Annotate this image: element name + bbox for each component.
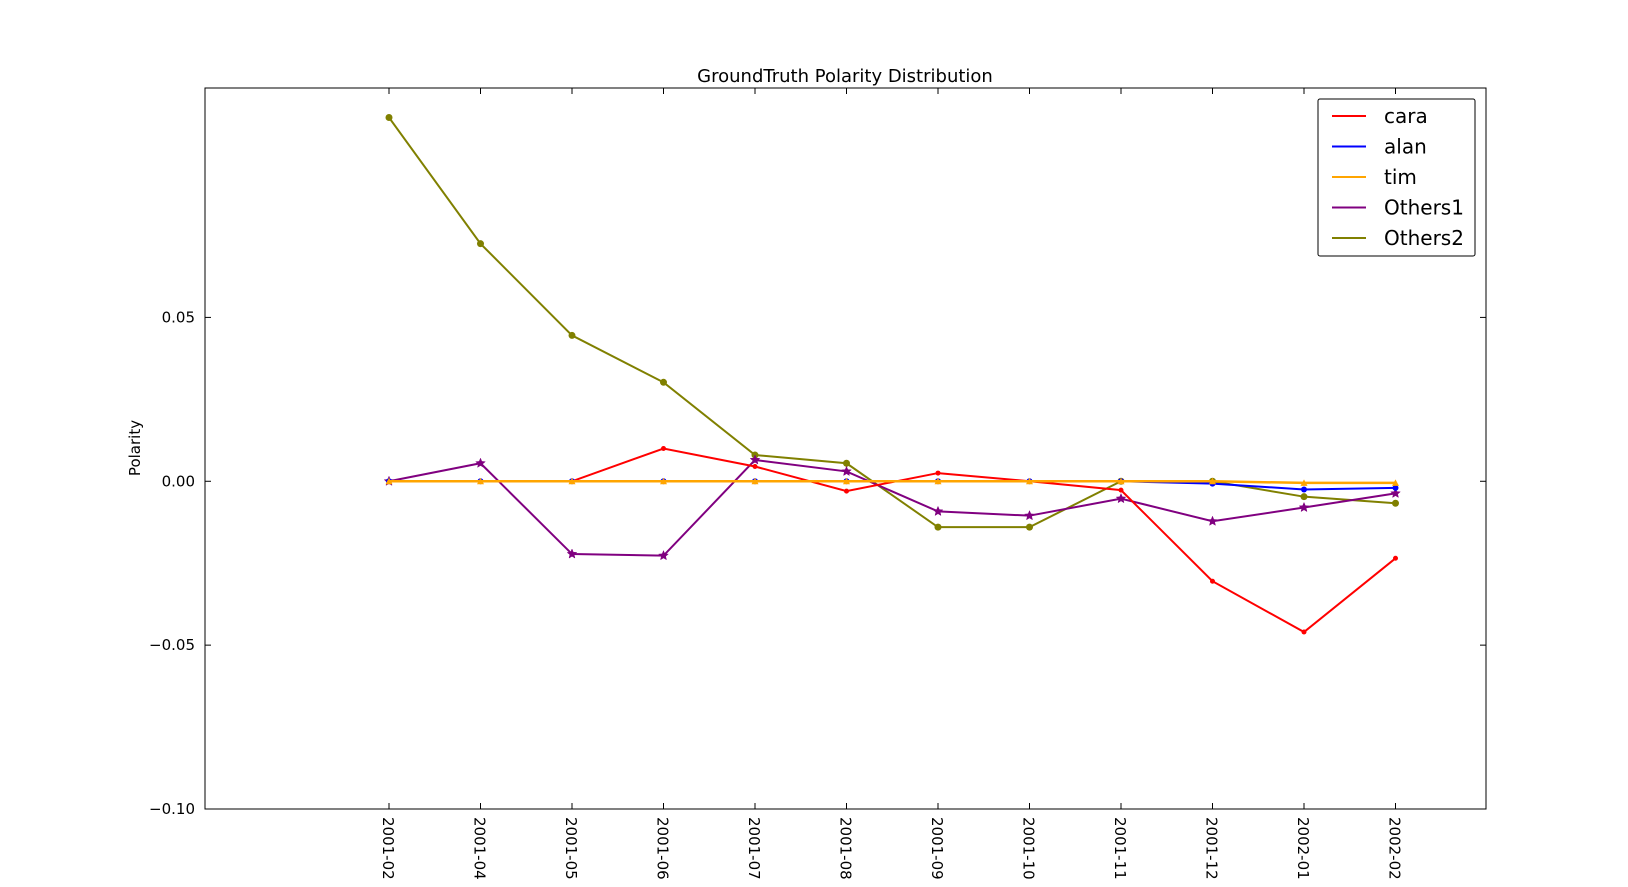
y-tick-label: −0.05	[149, 636, 195, 654]
legend-label-others1: Others1	[1384, 196, 1464, 220]
data-point	[661, 446, 666, 451]
data-point	[660, 477, 667, 485]
x-tick-label: 2001-07	[745, 817, 763, 880]
data-point	[935, 470, 941, 476]
chart-title: GroundTruth Polarity Distribution	[697, 66, 993, 87]
data-point	[1026, 523, 1033, 531]
x-tick-label: 2001-09	[928, 817, 946, 880]
data-point	[843, 459, 850, 467]
data-point	[1207, 515, 1218, 526]
data-point	[1210, 578, 1215, 584]
legend-label-tim: tim	[1384, 165, 1417, 189]
legend-label-cara: cara	[1384, 104, 1428, 128]
series-cara	[386, 446, 1398, 635]
x-tick-label: 2001-05	[562, 817, 580, 880]
data-point	[658, 550, 669, 561]
series-line-others2	[388, 116, 1396, 529]
data-point	[1115, 492, 1127, 504]
data-point	[475, 457, 486, 468]
data-point	[1301, 629, 1307, 635]
y-axis: 0.05 0.00 −0.05 −0.10	[149, 308, 1486, 818]
data-point	[1026, 477, 1033, 485]
data-point	[1393, 555, 1398, 561]
x-tick-label: 2001-04	[471, 817, 489, 880]
data-point	[751, 477, 759, 485]
data-point	[749, 454, 761, 465]
data-point	[1300, 479, 1308, 486]
data-point	[1209, 477, 1216, 485]
x-tick-label: 2001-12	[1203, 817, 1221, 880]
data-point	[843, 477, 850, 485]
series-line-cara	[389, 447, 1397, 634]
data-point	[752, 464, 758, 470]
data-point	[566, 548, 578, 559]
data-point	[477, 240, 484, 248]
x-tick-label: 2001-08	[837, 817, 855, 880]
data-point	[1392, 484, 1399, 491]
series-others1	[383, 454, 1401, 561]
data-point	[477, 477, 484, 485]
y-axis-label: Polarity	[126, 420, 144, 476]
legend-label-alan: alan	[1384, 135, 1427, 159]
y-tick-label: 0.00	[162, 472, 195, 490]
data-point	[385, 477, 393, 485]
data-point	[934, 477, 942, 485]
plot-area	[383, 113, 1401, 635]
data-point	[385, 113, 393, 121]
y-tick-label: 0.05	[162, 308, 195, 326]
data-point	[841, 465, 852, 477]
x-tick-label: 2001-06	[654, 817, 672, 880]
x-tick-label: 2001-02	[379, 817, 397, 880]
data-point	[844, 488, 849, 494]
data-point	[1298, 501, 1310, 513]
x-tick-label: 2002-01	[1294, 817, 1312, 880]
legend-label-others2: Others2	[1384, 226, 1464, 250]
data-point	[568, 477, 576, 485]
data-point	[660, 378, 667, 386]
data-point	[1117, 477, 1125, 485]
y-tick-label: −0.10	[149, 800, 195, 818]
series-others2	[385, 113, 1399, 531]
legend: cara alan tim Others1 Others2	[1317, 98, 1476, 257]
plot-frame	[204, 87, 1487, 810]
data-point	[1118, 487, 1124, 493]
data-point	[1024, 510, 1035, 521]
x-tick-label: 2002-02	[1386, 817, 1404, 880]
data-point	[932, 505, 944, 516]
x-tick-label: 2001-11	[1111, 817, 1129, 880]
x-axis: 2001-02 2001-04 2001-05 2001-06 2001-07 2001-…	[379, 88, 1404, 880]
legend-box	[1317, 98, 1476, 257]
series-line-others1	[388, 458, 1396, 557]
series-line-tim	[389, 480, 1396, 485]
data-point	[1390, 487, 1401, 498]
data-point	[1300, 493, 1308, 501]
x-tick-label: 2001-10	[1020, 817, 1038, 880]
data-point	[568, 331, 576, 339]
data-point	[934, 523, 942, 531]
series-tim	[385, 477, 1399, 486]
data-point	[1392, 499, 1399, 507]
data-point	[1301, 486, 1307, 493]
data-point	[1392, 479, 1399, 486]
